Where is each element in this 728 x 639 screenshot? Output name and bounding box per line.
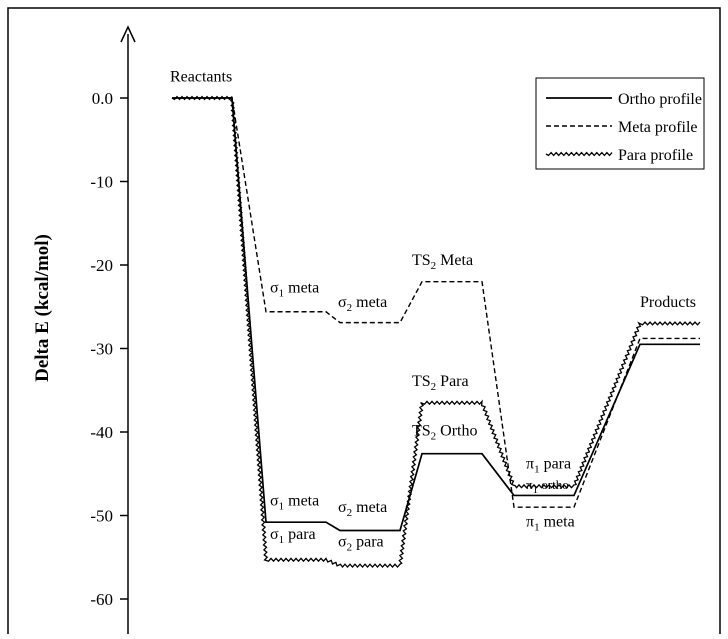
annotation-s1-meta-lower: σ1 meta (270, 492, 319, 512)
annotation-pi1-ortho: π1 ortho (526, 477, 569, 496)
annotation-products: Products (640, 294, 696, 311)
legend-swatch-wavy (545, 151, 613, 157)
y-tick-label: -20 (90, 256, 113, 275)
legend-label: Para profile (618, 147, 693, 164)
y-axis-arrow-icon (120, 25, 136, 43)
y-tick-label: -60 (90, 590, 113, 609)
annotation-s1-para: σ1 para (270, 526, 316, 546)
y-tick-label: -10 (90, 173, 113, 192)
series-lines (171, 95, 701, 569)
annotation-ts2-ortho: TS2 Ortho (412, 422, 478, 442)
series-line-solid (172, 97, 700, 532)
series-line-dashed (172, 97, 700, 508)
annotation-ts2-meta: TS2 Meta (412, 252, 473, 272)
legend-label: Ortho profile (618, 91, 702, 108)
annotation-s2-para: σ2 para (338, 533, 384, 553)
annotation-pi1-para: π1 para (526, 456, 571, 476)
y-tick-label: -50 (90, 507, 113, 526)
annotation-s1-meta-upper: σ1 meta (270, 280, 319, 300)
legend-label: Meta profile (618, 119, 698, 136)
series-line-wavy (171, 95, 701, 569)
y-tick-label: -40 (90, 423, 113, 442)
annotation-ts2-para: TS2 Para (412, 373, 469, 393)
legend: Ortho profile Meta profile Para profile (535, 77, 705, 170)
y-tick-label: 0.0 (92, 89, 113, 108)
annotation-pi1-meta: π1 meta (526, 513, 575, 533)
y-axis-label: Delta E (kcal/mol) (32, 234, 53, 382)
outer-border (7, 7, 721, 639)
annotation-s2-meta-lower: σ2 meta (338, 499, 387, 519)
annotation-s2-meta-upper: σ2 meta (338, 294, 387, 314)
y-tick-label: -30 (90, 340, 113, 359)
annotation-reactants: Reactants (170, 68, 232, 85)
annotations: Reactants σ1 meta σ2 meta TS2 Meta Products T… (170, 68, 696, 553)
legend-box (535, 77, 705, 170)
y-ticks: 0.0 -10 -20 -30 -40 -50 -60 (90, 89, 128, 609)
